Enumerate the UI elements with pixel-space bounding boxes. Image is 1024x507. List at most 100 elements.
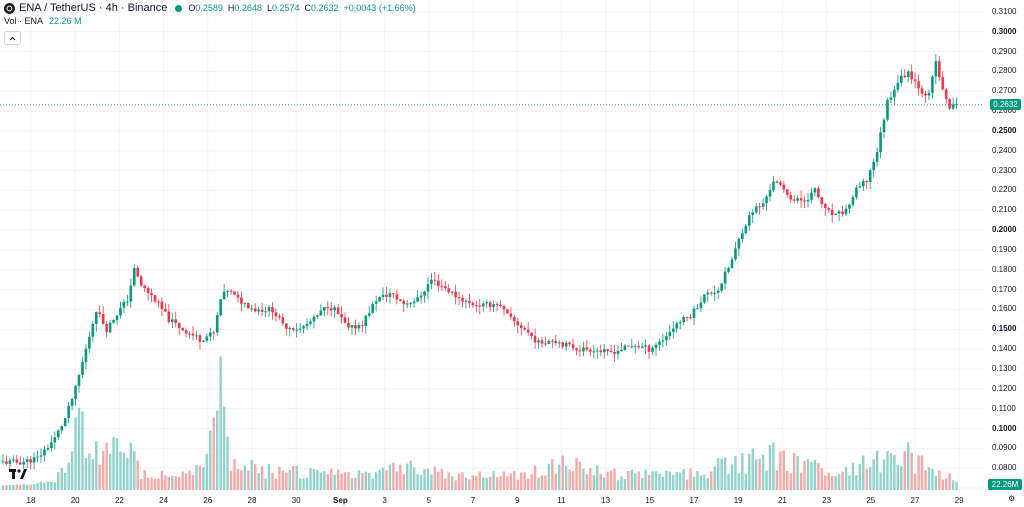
axis-settings-icon[interactable]: ⚙ <box>1008 494 1016 503</box>
high-value: 0.2648 <box>234 3 262 13</box>
volume-bar <box>703 474 706 490</box>
price-axis-label: 0.1400 <box>992 344 1017 354</box>
candle-body <box>868 170 872 182</box>
candle-body <box>271 307 274 313</box>
candle-body <box>174 319 178 323</box>
price-axis-label: 0.2000 <box>992 225 1017 235</box>
volume-bar <box>22 484 25 490</box>
candle-body <box>170 319 174 323</box>
time-axis[interactable]: 18 20 22 24 26 28 30 Sep 3 5 7 9 11 13 15 17 19 21 23 25 27 2… <box>0 492 984 507</box>
volume-bar <box>243 465 247 490</box>
collapse-legend-button[interactable] <box>4 31 21 45</box>
volume-bar <box>488 476 492 490</box>
volume-bar <box>364 471 367 490</box>
time-axis-label: 3 <box>382 496 387 505</box>
time-axis-label: 27 <box>910 496 920 505</box>
volume-bar <box>513 471 516 490</box>
candle-body <box>115 315 119 321</box>
volume-bar <box>478 471 481 490</box>
candle-body <box>67 405 70 419</box>
candle-body <box>319 310 323 316</box>
volume-legend[interactable]: Vol · ENA 22.26 M <box>4 16 82 26</box>
volume-bar <box>267 463 271 490</box>
volume-bar <box>831 475 834 490</box>
candle-body <box>153 295 157 302</box>
candle-body <box>533 336 537 343</box>
candle-body <box>298 328 302 330</box>
volume-bar <box>520 472 523 490</box>
volume-bar <box>70 451 74 490</box>
candle-body <box>388 293 392 297</box>
tradingview-logo-icon[interactable] <box>9 468 27 480</box>
volume-value: 22.26 M <box>49 16 82 26</box>
volume-bar <box>537 477 540 490</box>
candle-body <box>43 449 46 456</box>
low-value: 0.2574 <box>271 3 300 13</box>
candle-body <box>29 459 32 463</box>
volume-bar <box>744 473 748 490</box>
candle-body <box>46 448 50 450</box>
volume-bar <box>178 477 181 490</box>
candle-body <box>361 325 364 327</box>
candle-body <box>924 93 927 96</box>
volume-bar <box>385 470 388 490</box>
price-axis-label: 0.0800 <box>992 463 1017 473</box>
time-axis-label: 13 <box>601 496 611 505</box>
volume-bar <box>250 459 253 490</box>
volume-bar <box>665 470 668 490</box>
ena-coin-icon[interactable] <box>4 2 15 14</box>
candle-body <box>537 340 540 343</box>
candle-body <box>8 460 12 464</box>
volume-bar <box>872 459 875 490</box>
volume-bar <box>409 460 412 490</box>
chevron-up-icon <box>9 36 16 40</box>
symbol-title[interactable]: ENA / TetherUS · 4h · Binance <box>19 2 168 14</box>
volume-bar <box>115 438 119 490</box>
volume-bar <box>39 481 43 490</box>
candle-body <box>758 206 761 208</box>
candle-body <box>706 292 710 295</box>
volume-bar <box>699 475 703 490</box>
volume-bar <box>945 478 948 490</box>
volume-bar <box>927 467 931 490</box>
volume-bar <box>554 473 557 490</box>
candle-body <box>592 351 596 353</box>
volume-bar <box>468 479 471 490</box>
candle-body <box>506 309 509 314</box>
volume-bar <box>205 453 209 490</box>
candle-body <box>855 187 858 198</box>
candle-body <box>779 182 782 185</box>
volume-bar <box>844 466 848 490</box>
volume-bar <box>547 463 551 490</box>
candle-body <box>381 294 385 297</box>
candle-body <box>437 280 440 286</box>
candle-body <box>485 302 488 304</box>
price-chart[interactable] <box>0 0 984 492</box>
volume-bar <box>95 441 98 490</box>
candle-body <box>74 385 77 399</box>
volume-bar <box>330 468 333 490</box>
price-axis[interactable]: 0.3100 0.3000 0.2900 0.2800 0.2700 0.2600 0.25… <box>984 0 1024 492</box>
volume-bar <box>25 484 29 490</box>
candle-body <box>848 204 851 209</box>
volume-bar <box>191 474 195 490</box>
volume-bar <box>29 484 32 490</box>
candle-body <box>568 342 571 345</box>
candle-body <box>309 321 312 324</box>
candle-body <box>219 299 222 316</box>
volume-bar <box>948 473 951 490</box>
volume-bar <box>765 470 768 490</box>
price-axis-label: 0.1500 <box>992 324 1017 334</box>
price-axis-label: 0.2300 <box>992 165 1017 175</box>
volume-bar <box>278 466 281 490</box>
candle-body <box>132 268 136 286</box>
candle-body <box>896 82 900 90</box>
candle-body <box>827 208 831 210</box>
candle-body <box>471 302 475 306</box>
volume-bar <box>136 460 139 490</box>
candle-body <box>122 301 126 308</box>
candle-body <box>865 181 869 183</box>
candle-body <box>882 119 886 133</box>
volume-bar <box>672 475 675 490</box>
candle-body <box>333 307 336 311</box>
